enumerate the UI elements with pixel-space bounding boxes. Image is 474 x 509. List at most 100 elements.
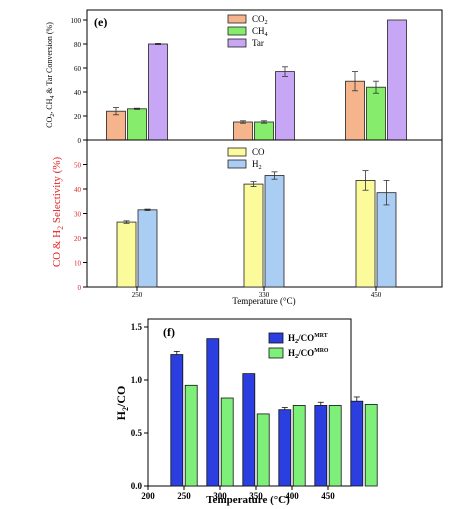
bar-co2 <box>233 121 253 141</box>
y-tick-label: 0 <box>78 137 82 145</box>
bar-group <box>106 19 407 141</box>
y-tick-label: 0.0 <box>131 481 143 491</box>
legend-label-h2: H2 <box>252 159 262 171</box>
legend-label-co2: CO2 <box>252 14 268 26</box>
legend-swatch-mro <box>268 347 284 359</box>
bar-tar <box>275 71 295 141</box>
legend-label-sub: 2 <box>295 338 298 345</box>
x-tick-label: 450 <box>321 491 335 501</box>
axis-ticks: 0.0 0.5 1.0 1.5 200 250 300 350 400 450 <box>131 322 336 501</box>
bar-h2 <box>376 192 397 288</box>
x-axis-label: Temperature (°C) <box>206 494 290 506</box>
x-tick-label: 250 <box>177 491 191 501</box>
legend-swatch-ch4 <box>227 26 247 36</box>
legend-label-sup: MRO <box>314 348 329 354</box>
bar-mrt <box>242 373 256 487</box>
y-axis-label: CO2, CH4 & Tar Conversion (%) <box>45 22 56 128</box>
y-tick-label: 100 <box>71 17 82 25</box>
y-tick-label: 80 <box>74 41 82 49</box>
panel-label-e: (e) <box>94 15 107 29</box>
legend-label-part: Tar <box>252 38 264 48</box>
bar-mrt <box>170 354 184 487</box>
bar-mrt <box>314 405 328 487</box>
y-tick-label: 50 <box>74 162 82 170</box>
legend-label-sub: 2 <box>265 19 268 26</box>
legend-label-sub: 2 <box>259 164 262 171</box>
y-tick-label: 60 <box>74 65 82 73</box>
y-tick-label: 1.5 <box>131 322 143 332</box>
panel-label-f: (f) <box>163 325 175 339</box>
legend-label-part: H <box>252 159 259 169</box>
legend-label-ch4: CH4 <box>252 26 269 38</box>
legend-label-part: H <box>288 348 295 358</box>
bar-co2 <box>106 110 126 141</box>
x-axis-ticks: 250 330 450 <box>132 287 382 299</box>
bar-h2 <box>264 175 285 288</box>
legend-swatch-co <box>227 147 247 157</box>
bar-mro <box>220 397 234 487</box>
bar-mrt <box>206 338 220 487</box>
legend: CO H2 <box>227 147 265 171</box>
y-axis-label: H2/CO <box>114 386 130 421</box>
legend-label-co: CO <box>252 147 265 157</box>
legend-label-mro: H2/COMRO <box>288 348 329 360</box>
x-tick-label: 350 <box>249 491 263 501</box>
y-tick-label: 0 <box>78 284 82 292</box>
y-tick-label: 0.5 <box>131 428 143 438</box>
legend-swatch-co2 <box>227 14 247 24</box>
y-tick-label: 40 <box>74 89 82 97</box>
legend-label-sub: 2 <box>295 353 298 360</box>
x-tick-label: 250 <box>132 291 143 299</box>
y-tick-label: 20 <box>74 235 82 243</box>
x-tick-label: 300 <box>213 491 227 501</box>
bar-tar <box>387 19 407 141</box>
y-tick-label: 40 <box>74 186 82 194</box>
bar-mro <box>184 384 198 487</box>
bar-mrt <box>278 409 292 487</box>
bar-group <box>116 170 397 288</box>
bar-tar <box>148 43 168 141</box>
legend-label-part: CH <box>252 26 265 36</box>
bar-ch4 <box>366 86 386 141</box>
bar-ch4 <box>254 121 274 141</box>
bar-mro <box>364 403 378 487</box>
y-axis-ticks: 0 10 20 30 40 50 <box>74 162 87 292</box>
y-axis-label: CO & H2 Selectivity (%) <box>51 157 65 268</box>
legend-label-part: /CO <box>297 333 314 343</box>
bar-mro <box>328 405 342 487</box>
legend-label-sub: 4 <box>265 31 269 38</box>
y-tick-label: 30 <box>74 211 82 219</box>
bar-co <box>116 221 137 288</box>
legend-label-part: /CO <box>297 348 314 358</box>
x-tick-label: 450 <box>371 291 382 299</box>
legend-label-part: CO <box>252 147 265 157</box>
y-tick-label: 1.0 <box>131 375 143 385</box>
bar-ch4 <box>127 108 147 141</box>
bar-co <box>355 180 376 288</box>
y-tick-label: 20 <box>74 113 82 121</box>
x-tick-label: 400 <box>285 491 299 501</box>
legend-label-part: CO <box>252 14 265 24</box>
y-tick-label: 10 <box>74 260 82 268</box>
bar-mro <box>256 413 270 487</box>
x-tick-label: 330 <box>259 291 270 299</box>
bar-group <box>170 338 378 487</box>
legend-swatch-h2 <box>227 159 247 169</box>
bar-co <box>243 183 264 288</box>
legend-label-mrt: H2/COMRT <box>288 333 328 345</box>
y-axis-ticks: 0 20 40 60 80 100 <box>71 17 87 145</box>
x-axis-label: Temperature (°C) <box>232 296 295 306</box>
legend-label-part: H <box>288 333 295 343</box>
legend-label-sup: MRT <box>314 333 328 339</box>
bar-h2 <box>137 209 158 288</box>
x-tick-label: 200 <box>141 491 155 501</box>
legend-label-tar: Tar <box>252 38 264 48</box>
bar-mrt <box>350 400 364 487</box>
bar-mro <box>292 405 306 487</box>
